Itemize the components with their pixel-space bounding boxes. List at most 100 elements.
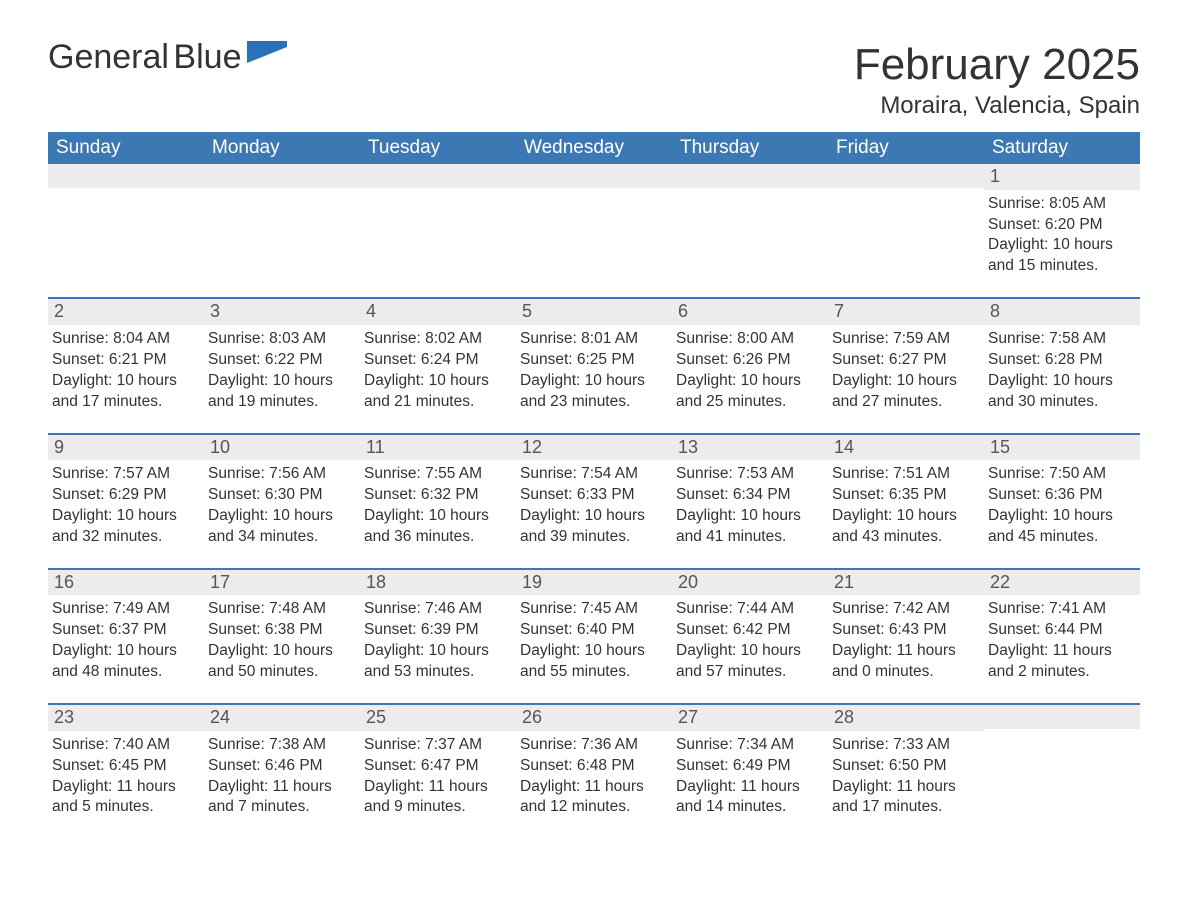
header: General Blue February 2025 Moraira, Vale…	[48, 40, 1140, 120]
day-number: 4	[360, 299, 516, 325]
daylight-line: Daylight: 10 hours and 48 minutes.	[52, 641, 200, 683]
daylight-line: Daylight: 11 hours and 2 minutes.	[988, 641, 1136, 683]
daylight-line: Daylight: 10 hours and 25 minutes.	[676, 371, 824, 413]
sunset-line: Sunset: 6:28 PM	[988, 350, 1136, 371]
calendar-week: 2Sunrise: 8:04 AMSunset: 6:21 PMDaylight…	[48, 298, 1140, 433]
calendar-week: 9Sunrise: 7:57 AMSunset: 6:29 PMDaylight…	[48, 434, 1140, 569]
calendar-cell	[672, 164, 828, 298]
day-details: Sunrise: 7:42 AMSunset: 6:43 PMDaylight:…	[828, 595, 984, 703]
day-number: 10	[204, 435, 360, 461]
calendar-cell: 26Sunrise: 7:36 AMSunset: 6:48 PMDayligh…	[516, 704, 672, 838]
day-details: Sunrise: 8:00 AMSunset: 6:26 PMDaylight:…	[672, 325, 828, 433]
day-number: 11	[360, 435, 516, 461]
sunrise-line: Sunrise: 7:46 AM	[364, 599, 512, 620]
calendar-cell: 5Sunrise: 8:01 AMSunset: 6:25 PMDaylight…	[516, 298, 672, 433]
weekday-heading: Monday	[204, 132, 360, 164]
day-number: 14	[828, 435, 984, 461]
calendar-cell: 14Sunrise: 7:51 AMSunset: 6:35 PMDayligh…	[828, 434, 984, 569]
calendar-cell: 19Sunrise: 7:45 AMSunset: 6:40 PMDayligh…	[516, 569, 672, 704]
day-details: Sunrise: 7:58 AMSunset: 6:28 PMDaylight:…	[984, 325, 1140, 433]
day-number: 23	[48, 705, 204, 731]
day-details	[48, 188, 204, 278]
sunrise-line: Sunrise: 7:48 AM	[208, 599, 356, 620]
day-number	[516, 164, 672, 188]
day-details: Sunrise: 7:44 AMSunset: 6:42 PMDaylight:…	[672, 595, 828, 703]
day-details: Sunrise: 7:46 AMSunset: 6:39 PMDaylight:…	[360, 595, 516, 703]
day-details: Sunrise: 7:56 AMSunset: 6:30 PMDaylight:…	[204, 460, 360, 568]
weekday-heading: Sunday	[48, 132, 204, 164]
daylight-line: Daylight: 11 hours and 14 minutes.	[676, 777, 824, 819]
sunrise-line: Sunrise: 7:55 AM	[364, 464, 512, 485]
sunrise-line: Sunrise: 8:01 AM	[520, 329, 668, 350]
day-details: Sunrise: 7:51 AMSunset: 6:35 PMDaylight:…	[828, 460, 984, 568]
sunset-line: Sunset: 6:42 PM	[676, 620, 824, 641]
day-number	[204, 164, 360, 188]
sunset-line: Sunset: 6:44 PM	[988, 620, 1136, 641]
flag-icon	[247, 41, 287, 74]
sunrise-line: Sunrise: 8:03 AM	[208, 329, 356, 350]
sunrise-line: Sunrise: 7:54 AM	[520, 464, 668, 485]
sunrise-line: Sunrise: 7:40 AM	[52, 735, 200, 756]
day-details: Sunrise: 7:37 AMSunset: 6:47 PMDaylight:…	[360, 731, 516, 839]
day-number: 22	[984, 570, 1140, 596]
sunset-line: Sunset: 6:49 PM	[676, 756, 824, 777]
sunset-line: Sunset: 6:24 PM	[364, 350, 512, 371]
day-number: 17	[204, 570, 360, 596]
title-block: February 2025 Moraira, Valencia, Spain	[854, 40, 1140, 120]
calendar-cell: 16Sunrise: 7:49 AMSunset: 6:37 PMDayligh…	[48, 569, 204, 704]
calendar-cell: 4Sunrise: 8:02 AMSunset: 6:24 PMDaylight…	[360, 298, 516, 433]
daylight-line: Daylight: 10 hours and 45 minutes.	[988, 506, 1136, 548]
calendar-cell: 20Sunrise: 7:44 AMSunset: 6:42 PMDayligh…	[672, 569, 828, 704]
calendar-header-row: Sunday Monday Tuesday Wednesday Thursday…	[48, 132, 1140, 164]
calendar-cell	[516, 164, 672, 298]
day-number	[672, 164, 828, 188]
calendar-cell: 17Sunrise: 7:48 AMSunset: 6:38 PMDayligh…	[204, 569, 360, 704]
weekday-heading: Tuesday	[360, 132, 516, 164]
calendar-cell: 11Sunrise: 7:55 AMSunset: 6:32 PMDayligh…	[360, 434, 516, 569]
day-number: 18	[360, 570, 516, 596]
calendar-cell	[984, 704, 1140, 838]
calendar-cell: 18Sunrise: 7:46 AMSunset: 6:39 PMDayligh…	[360, 569, 516, 704]
calendar-week: 1Sunrise: 8:05 AMSunset: 6:20 PMDaylight…	[48, 164, 1140, 298]
calendar-cell: 7Sunrise: 7:59 AMSunset: 6:27 PMDaylight…	[828, 298, 984, 433]
sunrise-line: Sunrise: 7:51 AM	[832, 464, 980, 485]
day-number: 27	[672, 705, 828, 731]
day-details	[828, 188, 984, 278]
sunrise-line: Sunrise: 7:36 AM	[520, 735, 668, 756]
day-details: Sunrise: 7:54 AMSunset: 6:33 PMDaylight:…	[516, 460, 672, 568]
day-number: 8	[984, 299, 1140, 325]
calendar-cell: 15Sunrise: 7:50 AMSunset: 6:36 PMDayligh…	[984, 434, 1140, 569]
calendar-cell: 13Sunrise: 7:53 AMSunset: 6:34 PMDayligh…	[672, 434, 828, 569]
day-details	[360, 188, 516, 278]
day-number: 28	[828, 705, 984, 731]
daylight-line: Daylight: 10 hours and 19 minutes.	[208, 371, 356, 413]
day-number: 26	[516, 705, 672, 731]
sunrise-line: Sunrise: 8:04 AM	[52, 329, 200, 350]
calendar-cell: 10Sunrise: 7:56 AMSunset: 6:30 PMDayligh…	[204, 434, 360, 569]
calendar-cell: 27Sunrise: 7:34 AMSunset: 6:49 PMDayligh…	[672, 704, 828, 838]
day-number: 24	[204, 705, 360, 731]
day-details	[204, 188, 360, 278]
day-number	[360, 164, 516, 188]
day-number	[48, 164, 204, 188]
day-number: 15	[984, 435, 1140, 461]
sunrise-line: Sunrise: 7:56 AM	[208, 464, 356, 485]
sunset-line: Sunset: 6:50 PM	[832, 756, 980, 777]
calendar-cell: 24Sunrise: 7:38 AMSunset: 6:46 PMDayligh…	[204, 704, 360, 838]
daylight-line: Daylight: 10 hours and 57 minutes.	[676, 641, 824, 683]
day-number: 2	[48, 299, 204, 325]
sunrise-line: Sunrise: 7:49 AM	[52, 599, 200, 620]
daylight-line: Daylight: 10 hours and 53 minutes.	[364, 641, 512, 683]
sunset-line: Sunset: 6:20 PM	[988, 215, 1136, 236]
sunrise-line: Sunrise: 7:53 AM	[676, 464, 824, 485]
sunset-line: Sunset: 6:30 PM	[208, 485, 356, 506]
sunset-line: Sunset: 6:22 PM	[208, 350, 356, 371]
sunset-line: Sunset: 6:27 PM	[832, 350, 980, 371]
day-details: Sunrise: 7:55 AMSunset: 6:32 PMDaylight:…	[360, 460, 516, 568]
calendar-cell: 22Sunrise: 7:41 AMSunset: 6:44 PMDayligh…	[984, 569, 1140, 704]
day-details: Sunrise: 8:04 AMSunset: 6:21 PMDaylight:…	[48, 325, 204, 433]
daylight-line: Daylight: 11 hours and 17 minutes.	[832, 777, 980, 819]
calendar-body: 1Sunrise: 8:05 AMSunset: 6:20 PMDaylight…	[48, 164, 1140, 838]
brand-line2: Blue	[173, 38, 241, 76]
sunrise-line: Sunrise: 7:37 AM	[364, 735, 512, 756]
